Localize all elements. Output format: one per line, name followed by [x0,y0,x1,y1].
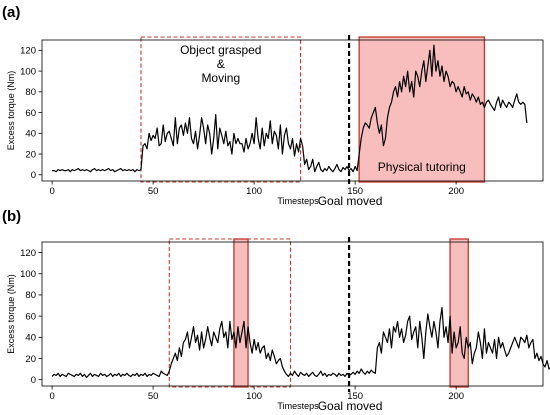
plot-frame [41,241,544,387]
panel-b: (b) 0 50 100 150 200 0 20 40 60 80 100 120 Timesteps… [2,208,550,413]
y-axis-label: Excess torque (Nm) [6,71,16,151]
panel-b-annotations [168,238,469,388]
annotation-label: & [217,57,225,71]
panel-a-annotations [140,36,486,183]
y-tick-label: 100 [20,66,36,77]
x-tick-label: 100 [246,186,262,197]
x-tick-label: 150 [347,391,363,402]
y-tick-label: 0 [31,375,36,386]
y-tick-label: 120 [20,46,36,57]
x-tick-label: 100 [246,391,262,402]
y-tick-label: 80 [25,87,36,98]
x-tick-label: 50 [148,186,159,197]
highlight-box-filled [358,36,486,183]
panel-a-series [52,44,528,173]
highlight-box-dashed [140,36,302,183]
highlight-box-dashed [168,238,292,388]
y-tick-label: 20 [25,354,36,365]
highlight-box-filled [233,238,249,388]
annotation-label: Object grasped [180,43,261,57]
panel-a-label: (a) [2,4,20,21]
x-tick-label: 200 [448,186,464,197]
x-tick-label: 150 [347,186,363,197]
panel-b-label: (b) [2,208,21,225]
y-tick-label: 60 [25,108,36,119]
y-tick-label: 100 [20,269,36,280]
x-axis-label: Timesteps [277,401,319,411]
annotation-label: Physical tutoring [378,160,466,174]
goal-moved-label: Goal moved [318,194,383,208]
plot-frame [41,39,544,182]
x-tick-label: 50 [148,391,159,402]
panel-b-axes: 0 50 100 150 200 0 20 40 60 80 100 120 Timesteps Exce… [6,237,544,413]
goal-moved-label: Goal moved [318,399,383,413]
y-tick-label: 20 [25,149,36,160]
y-tick-label: 40 [25,333,36,344]
panel-a-axes: 0 50 100 150 200 0 20 40 60 80 100 120 Timesteps Exce… [6,35,544,208]
panel-a-text: Object grasped&Moving Physical tutoring [180,43,466,174]
x-tick-label: 0 [49,391,54,402]
annotation-label: Moving [201,71,240,85]
series-line [51,307,550,379]
series-line [52,44,528,173]
panel-a: (a) 0 50 100 150 200 0 20 40 60 80 100 120 Timesteps… [2,4,544,208]
y-axis-label: Excess torque (Nm) [6,274,16,354]
x-tick-label: 200 [448,391,464,402]
y-tick-label: 80 [25,290,36,301]
y-tick-label: 0 [31,170,36,181]
highlight-box-filled [449,238,469,388]
x-axis-label: Timesteps [277,196,319,206]
y-tick-label: 120 [20,248,36,259]
x-tick-label: 0 [49,186,54,197]
y-tick-label: 60 [25,311,36,322]
y-tick-label: 40 [25,129,36,140]
panel-b-series [51,307,550,379]
